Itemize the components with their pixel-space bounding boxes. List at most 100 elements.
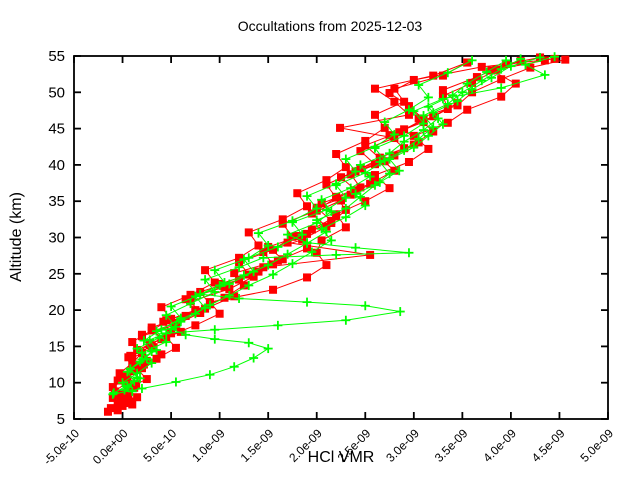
- square-marker: [370, 160, 379, 169]
- square-marker: [123, 373, 132, 382]
- square-marker: [341, 223, 350, 232]
- square-marker: [303, 229, 312, 238]
- y-tick-label: 10: [48, 375, 65, 392]
- x-axis-title: HCl VMR: [307, 449, 375, 466]
- square-marker: [404, 157, 413, 166]
- square-marker: [438, 71, 447, 80]
- square-marker: [395, 128, 404, 137]
- square-marker: [133, 393, 142, 402]
- square-marker: [128, 338, 137, 347]
- x-tick-label: 2.0e-09: [286, 426, 325, 465]
- square-marker: [124, 391, 133, 400]
- square-marker: [443, 118, 452, 127]
- square-marker: [370, 84, 379, 93]
- series-occ3-green: [119, 55, 477, 395]
- square-marker: [390, 166, 399, 175]
- y-tick-label: 50: [48, 84, 65, 101]
- square-marker: [115, 369, 124, 378]
- square-marker: [472, 73, 481, 82]
- square-marker: [443, 104, 452, 113]
- square-marker: [385, 131, 394, 140]
- square-marker: [230, 292, 239, 301]
- square-marker: [113, 376, 122, 385]
- square-marker: [126, 397, 135, 406]
- square-marker: [409, 75, 418, 84]
- plot-border: [73, 55, 609, 420]
- x-tick-label: 3.5e-09: [432, 426, 471, 465]
- y-tick-label: 55: [48, 48, 65, 65]
- y-tick-label: 25: [48, 266, 65, 283]
- square-marker: [298, 235, 307, 244]
- square-marker: [463, 105, 472, 114]
- square-marker: [327, 216, 336, 225]
- x-tick-label: 4.5e-09: [529, 426, 568, 465]
- square-marker: [239, 281, 248, 290]
- series-line: [126, 59, 545, 398]
- square-marker: [157, 303, 166, 312]
- x-tick-label: 1.5e-09: [238, 426, 277, 465]
- square-marker: [196, 309, 205, 318]
- y-tick-label: 20: [48, 302, 65, 319]
- square-marker: [337, 173, 345, 182]
- square-marker: [317, 236, 326, 245]
- square-marker: [303, 273, 312, 282]
- square-marker: [468, 78, 477, 87]
- x-tick-label: 0.0e+00: [90, 426, 131, 467]
- square-marker: [307, 209, 316, 218]
- square-marker: [303, 202, 312, 211]
- x-tick-label: 3.0e-09: [383, 426, 422, 465]
- square-marker: [249, 272, 258, 281]
- square-marker: [332, 150, 341, 159]
- square-marker: [132, 380, 141, 389]
- square-marker: [157, 350, 166, 359]
- square-marker: [171, 343, 180, 352]
- square-marker: [322, 180, 331, 189]
- square-marker: [497, 92, 506, 101]
- square-marker: [283, 238, 292, 247]
- square-marker: [370, 110, 379, 119]
- square-marker: [370, 171, 379, 180]
- square-marker: [414, 114, 423, 123]
- square-marker: [404, 110, 413, 119]
- y-tick-label: 45: [48, 121, 65, 138]
- square-marker: [303, 244, 312, 253]
- square-marker: [341, 163, 350, 172]
- square-marker: [136, 363, 145, 372]
- series-occ4-red: [123, 56, 549, 402]
- square-marker: [400, 97, 409, 106]
- square-marker: [278, 255, 287, 264]
- x-tick-label: 1.0e-09: [189, 426, 228, 465]
- x-tick-label: -5.0e-10: [41, 426, 83, 468]
- square-marker: [385, 89, 394, 98]
- square-marker: [332, 210, 341, 219]
- square-marker: [108, 383, 117, 392]
- square-marker: [162, 316, 171, 325]
- square-marker: [124, 353, 133, 362]
- square-marker: [390, 97, 399, 106]
- square-marker: [361, 141, 370, 150]
- series-line: [119, 60, 521, 405]
- square-marker: [210, 278, 219, 287]
- square-marker: [225, 285, 234, 294]
- square-marker: [137, 330, 146, 339]
- square-marker: [312, 248, 321, 257]
- square-marker: [293, 232, 302, 241]
- square-marker: [278, 219, 287, 228]
- series-line: [117, 59, 566, 411]
- y-tick-label: 5: [57, 411, 65, 428]
- square-marker: [128, 359, 137, 368]
- square-marker: [191, 321, 200, 330]
- square-marker: [235, 258, 244, 267]
- square-marker: [293, 189, 302, 198]
- square-marker: [336, 123, 345, 132]
- square-marker: [429, 71, 438, 80]
- square-marker: [147, 326, 156, 335]
- x-tick-label: 5.0e-09: [577, 426, 616, 465]
- series-occ4-green: [118, 52, 560, 396]
- square-marker: [307, 225, 316, 234]
- square-marker: [181, 295, 190, 304]
- square-marker: [356, 183, 365, 192]
- square-marker: [147, 342, 156, 351]
